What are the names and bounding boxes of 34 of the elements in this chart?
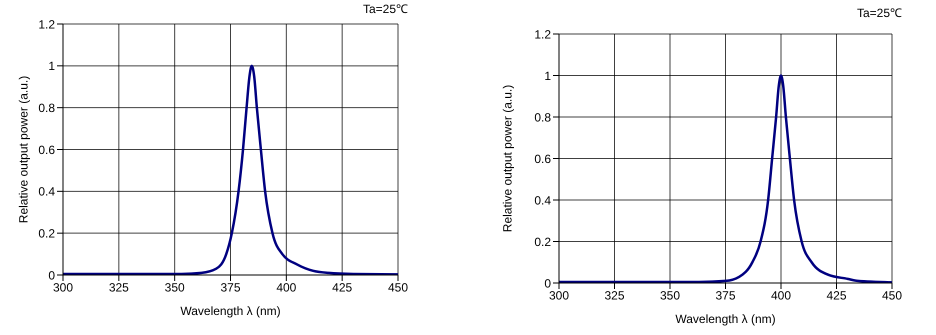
y-tick-label: 0.6 xyxy=(38,142,56,157)
x-tick-label: 300 xyxy=(548,288,570,303)
y-tick-label: 0.4 xyxy=(38,184,56,199)
x-tick-label: 400 xyxy=(770,288,792,303)
y-tick-label: 0.2 xyxy=(38,226,56,240)
y-tick-label: 0.6 xyxy=(534,152,552,166)
y-tick-label: 1.2 xyxy=(38,17,56,32)
y-tick-label: 1 xyxy=(48,59,56,74)
y-tick-label: 0.8 xyxy=(38,100,56,115)
x-tick-label: 375 xyxy=(715,288,736,303)
x-axis-title: Wavelength λ (nm) xyxy=(675,312,776,326)
x-axis-title: Wavelength λ (nm) xyxy=(180,304,281,318)
y-tick-label: 0.4 xyxy=(534,193,552,208)
x-tick-label: 350 xyxy=(660,288,680,303)
y-tick-label: 0 xyxy=(48,268,56,282)
x-tick-label: 450 xyxy=(882,288,902,303)
x-tick-label: 325 xyxy=(108,280,130,295)
y-axis-title: Relative output power (a.u.) xyxy=(16,76,30,224)
y-axis-title: Relative output power (a.u.) xyxy=(500,84,514,232)
x-tick-label: 325 xyxy=(604,288,625,303)
x-tick-label: 350 xyxy=(164,280,185,295)
y-tick-label: 0.2 xyxy=(534,234,552,249)
text: Ta=25℃ xyxy=(362,1,408,17)
x-tick-label: 450 xyxy=(388,280,408,295)
x-tick-label: 375 xyxy=(220,280,241,295)
x-tick-label: 425 xyxy=(826,288,847,303)
y-tick-label: 1 xyxy=(544,68,552,83)
x-tick-label: 300 xyxy=(52,280,74,295)
x-tick-label: 425 xyxy=(332,280,352,295)
y-tick-label: 1.2 xyxy=(534,27,552,42)
y-tick-label: 0.8 xyxy=(534,110,552,124)
y-tick-label: 0 xyxy=(544,276,552,290)
text: Ta=25℃ xyxy=(856,5,902,21)
x-tick-label: 400 xyxy=(276,280,297,295)
